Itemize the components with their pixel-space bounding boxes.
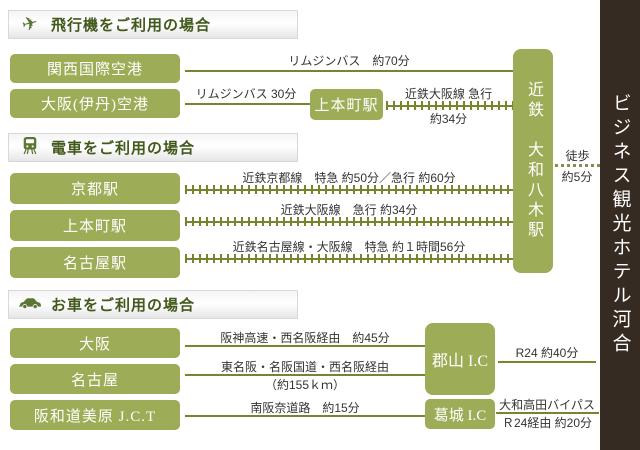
origin-label: 上本町駅 xyxy=(62,219,127,235)
via-label: 上本町駅 xyxy=(314,98,379,114)
origin-box-osaka: 大阪 xyxy=(10,328,180,358)
origin-box-hanwado-mihara: 阪和道美原 J.C.T xyxy=(10,400,180,430)
rail-time-label: 約34分 xyxy=(429,112,468,126)
car-icon xyxy=(9,297,51,313)
walk-dotted-line xyxy=(555,164,601,167)
route-label-yamatotakada-bypass: 大和高田バイパス xyxy=(499,398,595,412)
railway-line xyxy=(185,254,513,263)
route-label-r24-keiyu: Ｒ24経由 約20分 xyxy=(501,416,593,430)
origin-box-kansai-airport: 関西国際空港 xyxy=(10,54,180,83)
hotel-name: ビジネス観光ホテル河合 xyxy=(609,93,631,357)
railway-line xyxy=(185,185,513,194)
route-label-higashimeihan: 東名阪・名阪国道・西名阪経由 xyxy=(220,360,389,374)
section-header-airplane: ✈ 飛行機をご利用の場合 xyxy=(8,10,298,39)
ic-box-koriyama: 郡山 I.C xyxy=(425,323,495,395)
origin-box-itami-airport: 大阪(伊丹)空港 xyxy=(10,89,180,118)
airplane-icon: ✈ xyxy=(19,12,41,37)
hotel-bar: ビジネス観光ホテル河合 xyxy=(600,0,640,450)
route-line xyxy=(185,374,425,376)
origin-box-uehommachi: 上本町駅 xyxy=(10,210,180,241)
route-line xyxy=(185,103,310,105)
walk-time-label: 約5分 xyxy=(561,170,593,184)
route-label-minamihanna: 南阪奈道路 約15分 xyxy=(250,401,360,415)
section-title-train: 電車をご利用の場合 xyxy=(51,141,196,157)
route-line xyxy=(185,70,513,72)
origin-box-kyoto: 京都駅 xyxy=(10,173,180,204)
origin-label: 名古屋 xyxy=(70,372,119,389)
section-title-airplane: 飛行機をご利用の場合 xyxy=(51,18,212,34)
ic-label: 葛城 I.C xyxy=(433,407,487,424)
origin-label: 阪和道美原 J.C.T xyxy=(33,408,157,425)
route-label-limousine-70: リムジンバス 約70分 xyxy=(288,54,410,68)
route-label-nagoya-line: 近鉄名古屋線・大阪線 特急 約１時間56分 xyxy=(232,240,466,254)
rail-label-osaka-line: 近鉄大阪線 急行 xyxy=(404,87,493,101)
origin-label: 大阪 xyxy=(78,336,111,353)
station-box-yamatoyagi: 近鉄 大和八木駅 xyxy=(513,49,553,273)
origin-label: 名古屋駅 xyxy=(62,256,127,272)
train-icon xyxy=(9,136,51,159)
section-header-train: 電車をご利用の場合 xyxy=(8,133,298,162)
via-box-uehommachi: 上本町駅 xyxy=(310,89,383,120)
route-label-r24: R24 約40分 xyxy=(515,346,579,360)
route-label-hanshin: 阪神高速・西名阪経由 約45分 xyxy=(220,331,390,345)
walk-label: 徒歩 xyxy=(565,149,590,163)
origin-label: 大阪(伊丹)空港 xyxy=(41,97,149,113)
origin-box-nagoya-city: 名古屋 xyxy=(10,364,180,394)
route-label-osaka-line: 近鉄大阪線 急行 約34分 xyxy=(280,203,418,217)
railway-line xyxy=(185,217,513,226)
route-line xyxy=(498,361,596,363)
origin-label: 京都駅 xyxy=(70,182,119,198)
section-header-car: お車をご利用の場合 xyxy=(8,290,298,319)
section-title-car: お車をご利用の場合 xyxy=(51,298,196,314)
route-label-kyoto-line: 近鉄京都線 特急 約50分／急行 約60分 xyxy=(242,171,456,185)
route-line xyxy=(185,345,425,347)
route-line xyxy=(185,415,425,417)
origin-box-nagoya-station: 名古屋駅 xyxy=(10,247,180,278)
route-line xyxy=(496,412,599,414)
ic-label: 郡山 I.C xyxy=(431,353,488,370)
origin-label: 関西国際空港 xyxy=(46,62,143,78)
station-label: 近鉄 大和八木駅 xyxy=(525,81,542,241)
route-label-limousine-30: リムジンバス 30分 xyxy=(195,87,297,101)
ic-box-katsuragi: 葛城 I.C xyxy=(425,399,495,429)
railway-line xyxy=(386,101,513,110)
route-distance-label: （約155ｋｍ） xyxy=(264,378,346,392)
